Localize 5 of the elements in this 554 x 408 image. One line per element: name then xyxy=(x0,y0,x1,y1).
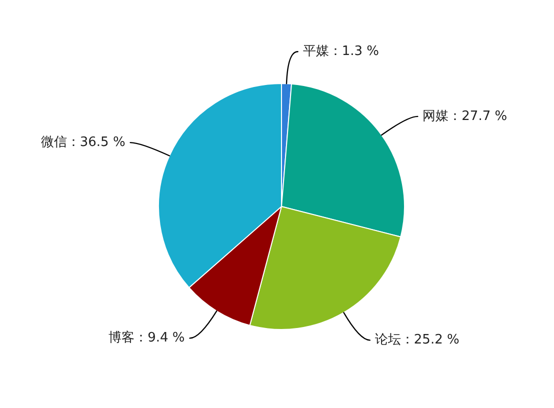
slice-label: 平媒：1.3 % xyxy=(302,44,379,60)
slice-label: 微信：36.5 % xyxy=(40,134,126,150)
slice-label: 论坛：25.2 % xyxy=(374,332,460,348)
slice-label: 博客：9.4 % xyxy=(108,330,185,346)
slice-label: 网媒：27.7 % xyxy=(422,108,508,124)
